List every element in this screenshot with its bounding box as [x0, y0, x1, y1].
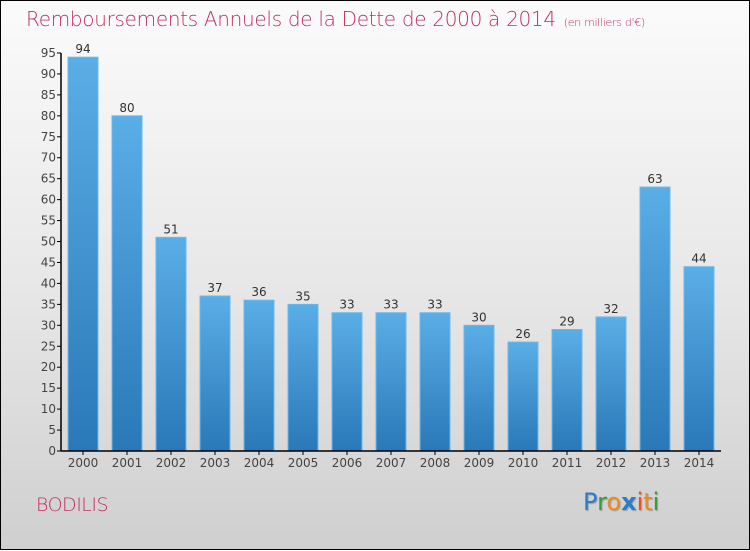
bar-value-label: 51: [163, 222, 178, 236]
x-tick-label: 2006: [332, 456, 363, 470]
bar-2005: [287, 303, 319, 452]
y-tick-label: 70: [41, 151, 56, 165]
logo-letter: t: [643, 488, 653, 516]
y-tick-label: 0: [48, 444, 56, 458]
y-tick-label: 65: [41, 172, 56, 186]
x-tick-label: 2013: [640, 456, 671, 470]
y-tick-label: 50: [41, 235, 56, 249]
y-tick-label: 75: [41, 130, 56, 144]
bar-value-label: 30: [471, 310, 486, 324]
x-tick-label: 2007: [376, 456, 407, 470]
bar-2013: [639, 186, 671, 452]
bar-value-label: 29: [559, 315, 574, 329]
logo-letter: i: [636, 488, 644, 516]
y-tick-label: 35: [41, 297, 56, 311]
bar-2011: [551, 329, 583, 452]
bar-value-label: 32: [603, 302, 618, 316]
bar-2012: [595, 316, 627, 452]
x-tick-label: 2004: [244, 456, 275, 470]
bar-value-label: 33: [339, 298, 354, 312]
y-tick-label: 30: [41, 318, 56, 332]
x-tick-label: 2010: [508, 456, 539, 470]
y-tick-label: 95: [41, 46, 56, 60]
y-tick-label: 10: [41, 402, 56, 416]
bar-2004: [243, 299, 275, 452]
logo-letter: r: [597, 488, 607, 516]
title-text: Remboursements Annuels de la Dette de 20…: [26, 7, 556, 31]
x-tick-label: 2014: [684, 456, 715, 470]
bar-value-label: 35: [295, 289, 310, 303]
bar-value-label: 63: [647, 172, 662, 186]
y-axis: 0 5 10 15 20 25 30 35 40 45 50 55 60 65 70 75 80 85 90 95: [41, 46, 62, 458]
bar-value-label: 94: [75, 42, 90, 56]
bar-value-label: 80: [119, 101, 134, 115]
bar-2000: [67, 56, 99, 452]
bar-2014: [683, 266, 715, 452]
bar-value-label: 26: [515, 327, 530, 341]
chart-title: Remboursements Annuels de la Dette de 20…: [26, 7, 645, 31]
x-tick-label: 2008: [420, 456, 451, 470]
bar-2003: [199, 295, 231, 452]
x-axis: 2000 2001 2002 2003 2004 2005 2006 2007 2008 2009…: [61, 450, 721, 470]
bar-2007: [375, 312, 407, 452]
logo-letter: i: [652, 488, 660, 516]
bars: 94 80 51 37 36 35 33 33 33 30 26 29 32 63 44: [67, 42, 715, 452]
x-tick-label: 2001: [112, 456, 143, 470]
x-tick-label: 2002: [156, 456, 187, 470]
proxiti-logo[interactable]: Proxiti: [583, 488, 659, 516]
bar-2006: [331, 312, 363, 452]
y-tick-label: 25: [41, 339, 56, 353]
bar-2002: [155, 236, 187, 452]
x-tick-label: 2009: [464, 456, 495, 470]
city-name: BODILIS: [36, 494, 109, 516]
y-tick-label: 80: [41, 109, 56, 123]
y-tick-label: 85: [41, 88, 56, 102]
y-tick-label: 20: [41, 360, 56, 374]
y-tick-label: 45: [41, 255, 56, 269]
y-tick-label: 40: [41, 276, 56, 290]
y-tick-label: 60: [41, 193, 56, 207]
x-tick-label: 2011: [552, 456, 583, 470]
bar-2008: [419, 312, 451, 452]
y-tick-label: 15: [41, 381, 56, 395]
title-unit: (en milliers d'€): [563, 16, 645, 29]
bar-value-label: 33: [383, 298, 398, 312]
bar-value-label: 36: [251, 285, 266, 299]
y-tick-label: 5: [48, 423, 56, 437]
bar-2009: [463, 324, 495, 452]
bar-value-label: 37: [207, 281, 222, 295]
logo-letter: o: [606, 488, 622, 516]
bar-2010: [507, 341, 539, 452]
y-tick-label: 55: [41, 214, 56, 228]
logo-letter: P: [583, 488, 598, 516]
x-tick-label: 2003: [200, 456, 231, 470]
logo-letter: x: [621, 488, 637, 516]
bar-2001: [111, 115, 143, 452]
y-tick-label: 90: [41, 67, 56, 81]
bar-value-label: 44: [691, 252, 706, 266]
x-tick-label: 2000: [68, 456, 99, 470]
x-tick-label: 2005: [288, 456, 319, 470]
bar-value-label: 33: [427, 298, 442, 312]
x-tick-label: 2012: [596, 456, 627, 470]
